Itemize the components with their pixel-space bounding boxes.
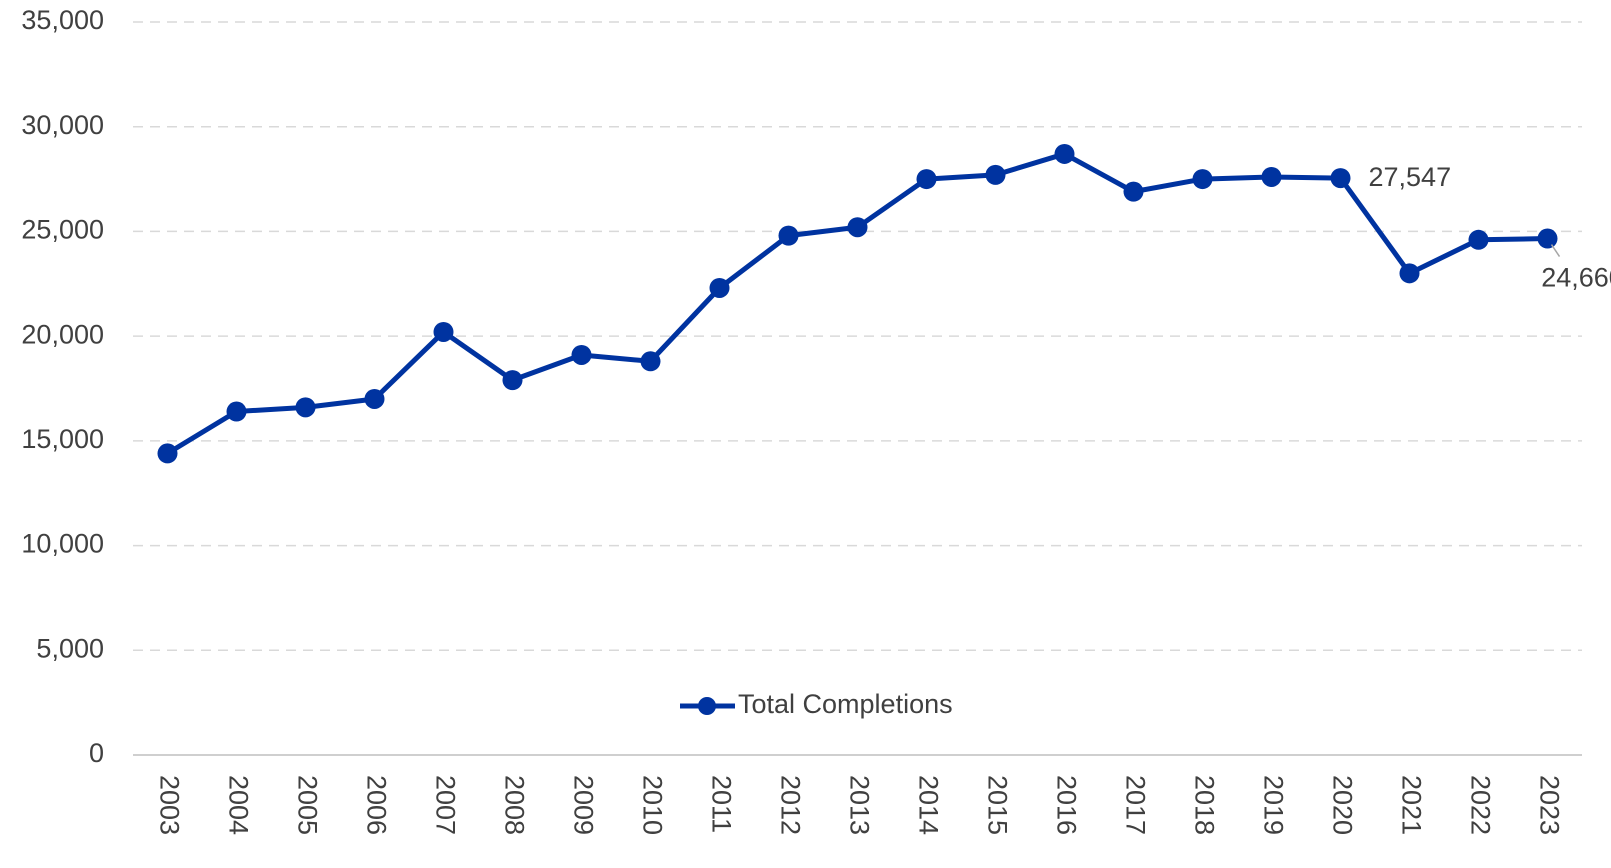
x-tick-label: 2005: [292, 775, 322, 835]
y-tick-label: 0: [89, 738, 104, 768]
x-tick-label: 2004: [223, 775, 253, 835]
x-tick-label: 2022: [1465, 775, 1495, 835]
legend-label: Total Completions: [738, 689, 953, 719]
x-tick-label: 2020: [1327, 775, 1357, 835]
marker: [985, 164, 1006, 185]
marker: [1054, 143, 1075, 164]
y-tick-label: 15,000: [21, 424, 104, 454]
leader-line: [1550, 244, 1561, 257]
x-tick-label: 2013: [844, 775, 874, 835]
marker: [433, 321, 454, 342]
marker: [1537, 228, 1558, 249]
x-tick-label: 2016: [1051, 775, 1081, 835]
x-tick-label: 2008: [499, 775, 529, 835]
x-tick-label: 2014: [913, 775, 943, 835]
marker: [1468, 229, 1489, 250]
x-tick-label: 2011: [706, 775, 736, 833]
y-tick-label: 35,000: [21, 5, 104, 35]
x-tick-label: 2012: [775, 775, 805, 835]
y-tick-label: 30,000: [21, 110, 104, 140]
y-tick-label: 20,000: [21, 319, 104, 349]
x-tick-label: 2015: [982, 775, 1012, 835]
marker: [364, 388, 385, 409]
x-tick-label: 2003: [154, 775, 184, 835]
marker: [1261, 166, 1282, 187]
y-tick-label: 5,000: [36, 633, 104, 663]
marker: [916, 169, 937, 190]
x-tick-label: 2019: [1258, 775, 1288, 835]
x-tick-label: 2007: [430, 775, 460, 835]
marker: [847, 217, 868, 238]
marker: [1123, 181, 1144, 202]
x-tick-label: 2023: [1534, 775, 1564, 835]
y-tick-label: 25,000: [21, 215, 104, 245]
marker: [1330, 168, 1351, 189]
marker: [640, 351, 661, 372]
data-label: 27,547: [1369, 162, 1452, 192]
marker: [778, 225, 799, 246]
x-tick-label: 2009: [568, 775, 598, 835]
marker: [226, 401, 247, 422]
legend-marker: [698, 697, 716, 715]
marker: [1399, 263, 1420, 284]
marker: [295, 397, 316, 418]
x-tick-label: 2010: [637, 775, 667, 835]
data-label: 24,660: [1541, 263, 1611, 293]
y-tick-label: 10,000: [21, 529, 104, 559]
marker: [1192, 169, 1213, 190]
x-tick-label: 2021: [1396, 775, 1426, 835]
marker: [571, 344, 592, 365]
marker: [502, 370, 523, 391]
x-tick-label: 2006: [361, 775, 391, 835]
x-tick-label: 2018: [1189, 775, 1219, 835]
marker: [157, 443, 178, 464]
marker: [709, 277, 730, 298]
x-tick-label: 2017: [1120, 775, 1150, 835]
